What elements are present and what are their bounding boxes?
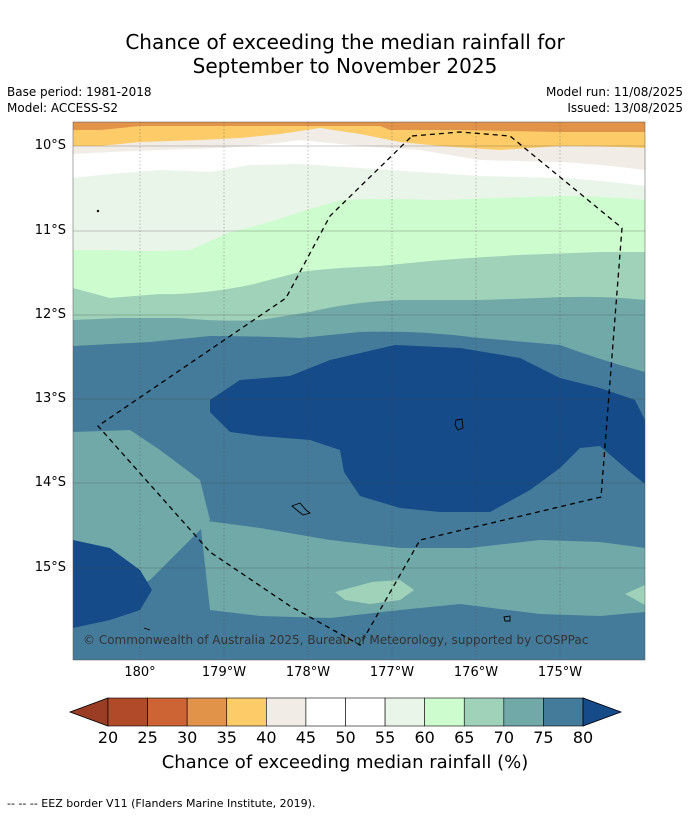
colorbar-tick-label: 20 — [97, 728, 119, 747]
meta-right: Model run: 11/08/2025 Issued: 13/08/2025 — [546, 84, 683, 116]
island-northwest — [96, 209, 100, 213]
colorbar-swatch — [463, 697, 505, 727]
island-southeast — [503, 615, 511, 622]
lon-label-175w: 175°W — [537, 665, 583, 680]
lat-label-11s: 11°S — [34, 223, 66, 238]
title-line-1: Chance of exceeding the median rainfall … — [125, 30, 565, 54]
lat-label-13s: 13°S — [34, 391, 66, 406]
lon-label-177w: 177°W — [369, 665, 415, 680]
colorbar-tick-label: 35 — [216, 728, 237, 747]
lon-label-178w: 178°W — [285, 665, 331, 680]
band-30-35 — [73, 122, 645, 132]
colorbar-tick-label: 50 — [335, 728, 356, 747]
title-line-2: September to November 2025 — [192, 54, 498, 78]
band-over-80-central — [210, 345, 645, 512]
base-period: Base period: 1981-2018 — [7, 85, 152, 99]
colorbar-swatch — [345, 697, 386, 727]
band-65-70-east-blob — [625, 585, 645, 605]
colorbar-swatch — [543, 697, 584, 727]
colorbar-tick-label: 40 — [256, 728, 277, 747]
colorbar-tick-label: 70 — [493, 728, 514, 747]
band-70-75-south — [200, 520, 645, 618]
band-over-80-southwest — [73, 540, 152, 628]
lon-label-179w: 179°W — [201, 665, 247, 680]
gridlines — [73, 122, 645, 660]
colorbar-tick-label: 60 — [414, 728, 435, 747]
colorbar-over-arrow — [582, 697, 623, 727]
model-run: Model run: 11/08/2025 — [545, 85, 683, 99]
map-frame — [72, 121, 646, 661]
colorbar-label: Chance of exceeding median rainfall (%) — [161, 752, 529, 773]
colorbar-swatch — [503, 697, 544, 727]
island-east-central — [454, 418, 464, 431]
island-west — [291, 502, 311, 516]
colorbar-tick-label: 55 — [374, 728, 396, 747]
islands — [96, 209, 511, 631]
colorbar-swatch — [305, 697, 346, 727]
island-southwest — [143, 627, 151, 631]
probability-field — [73, 122, 645, 660]
colorbar-swatch — [107, 697, 148, 727]
colorbar-tick-label: 45 — [295, 728, 317, 747]
lat-label-14s: 14°S — [34, 475, 66, 490]
colorbar-under-arrow — [68, 697, 109, 727]
chart-title: Chance of exceeding the median rainfall … — [0, 30, 690, 78]
colorbar-tick-label: 25 — [137, 728, 158, 747]
meta-left: Base period: 1981-2018 Model: ACCESS-S2 — [7, 84, 152, 116]
eez-legend-note: -- -- -- EEZ border V11 (Flanders Marine… — [7, 797, 316, 810]
colorbar-swatch — [186, 697, 228, 727]
colorbar — [68, 697, 623, 727]
model-name: Model: ACCESS-S2 — [7, 101, 119, 115]
lon-label-180: 180° — [124, 665, 156, 680]
eez-border — [97, 131, 623, 646]
colorbar-tick-label: 65 — [454, 728, 475, 747]
lon-label-176w: 176°W — [453, 665, 499, 680]
colorbar-swatch — [226, 697, 267, 727]
colorbar-swatch — [147, 697, 188, 727]
issued-date: Issued: 13/08/2025 — [567, 101, 683, 115]
lat-label-15s: 15°S — [34, 560, 66, 575]
lat-label-10s: 10°S — [34, 138, 66, 153]
colorbar-tick-label: 80 — [572, 728, 594, 747]
colorbar-swatch — [266, 697, 307, 727]
copyright-notice: © Commonwealth of Australia 2025, Bureau… — [83, 633, 589, 647]
lat-label-12s: 12°S — [34, 307, 66, 322]
colorbar-tick-label: 30 — [176, 728, 198, 747]
colorbar-tick-label: 75 — [533, 728, 554, 747]
colorbar-swatch — [384, 697, 425, 727]
colorbar-swatch — [424, 697, 465, 727]
